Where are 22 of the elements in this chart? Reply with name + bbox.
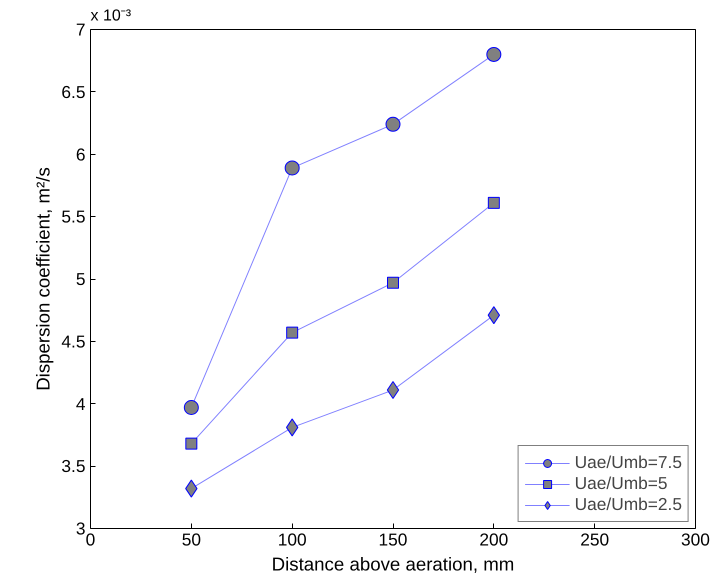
y-tick-label: 3	[76, 518, 86, 538]
y-tick-label: 7	[76, 20, 86, 40]
x-tick-label: 100	[278, 530, 307, 550]
x-tick-label: 50	[182, 530, 201, 550]
y-tick-label: 6	[76, 144, 86, 164]
x-tick-label: 250	[580, 530, 610, 550]
y-tick-label: 4.5	[61, 331, 86, 352]
legend-label: Uae/Umb=2.5	[574, 494, 682, 515]
x-tick-label: 0	[86, 530, 96, 550]
legend-label: Uae/Umb=7.5	[574, 452, 682, 473]
x-axis-title: Distance above aeration, mm	[272, 554, 514, 574]
legend-label: Uae/Umb=5	[574, 473, 668, 494]
x-tick-label: 300	[681, 530, 710, 550]
x-tick-label: 200	[479, 530, 508, 550]
y-tick-label: 6.5	[61, 82, 86, 102]
x-tick-label: 150	[378, 530, 408, 550]
y-tick-label: 5	[76, 269, 86, 289]
y-tick-label: 3.5	[61, 456, 86, 476]
y-tick-label: 5.5	[61, 206, 86, 227]
y-axis-title: Dispersion coefficient, m²/s	[32, 167, 54, 391]
text: x 10⁻³	[90, 8, 132, 24]
y-tick-label: 4	[76, 394, 86, 414]
